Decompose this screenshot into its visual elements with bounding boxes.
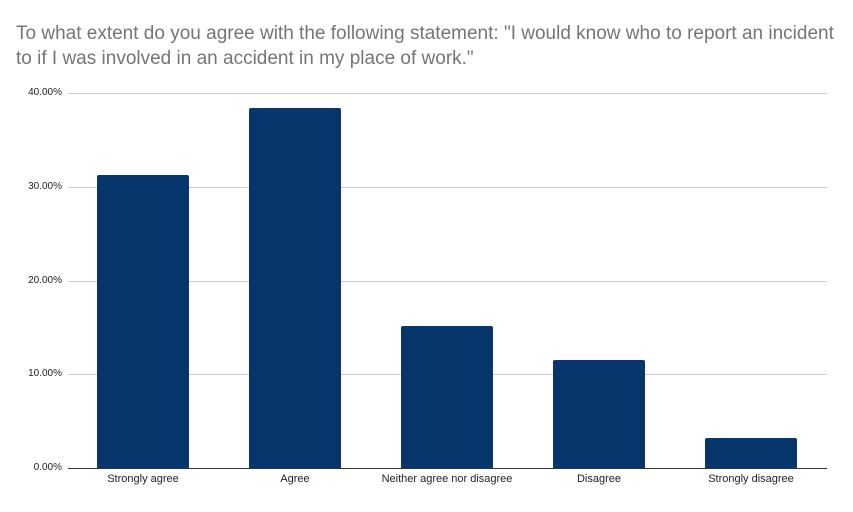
x-axis-line (68, 468, 827, 469)
y-tick-label: 0.00% (33, 462, 62, 473)
x-tick-label: Disagree (576, 473, 622, 485)
gridline (68, 187, 827, 188)
bar (705, 438, 797, 468)
gridline (68, 93, 827, 94)
bar (97, 175, 189, 468)
y-tick-label: 20.00% (28, 275, 62, 286)
y-tick-label: 10.00% (28, 368, 62, 379)
x-tick-label: Strongly agree (107, 473, 179, 485)
bar (401, 326, 493, 468)
x-tick-label: Agree (280, 473, 310, 485)
x-tick-label: Strongly disagree (708, 473, 794, 485)
y-tick-label: 40.00% (28, 87, 62, 98)
x-tick-label: Neither agree nor disagree (381, 473, 513, 485)
y-tick-label: 30.00% (28, 181, 62, 192)
bar (553, 360, 645, 468)
bar (249, 108, 341, 468)
gridline (68, 281, 827, 282)
chart-title: To what extent do you agree with the fol… (16, 23, 834, 69)
